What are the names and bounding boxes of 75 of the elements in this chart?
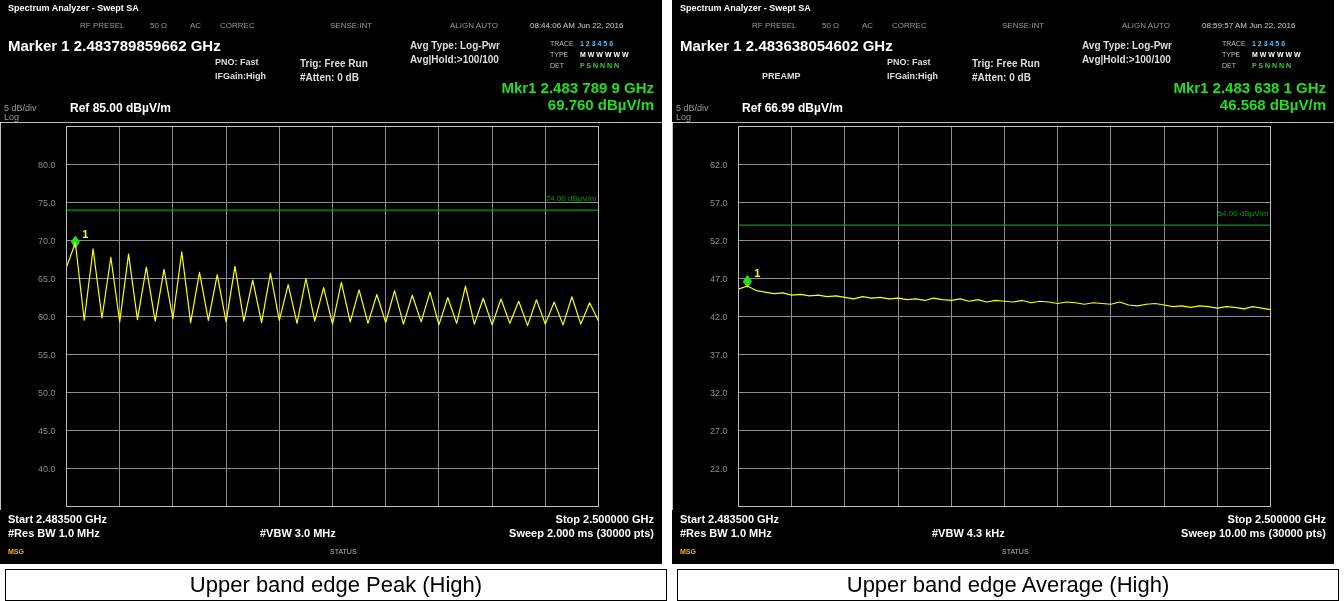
text: RF PRESEL [80, 21, 125, 31]
text: 08:59:57 AM Jun 22, 2016 [1202, 21, 1296, 31]
text: PNO: Fast [215, 57, 259, 68]
y-tick-label: 27.0 [709, 425, 728, 436]
text: Sweep 10.00 ms (30000 pts) [1181, 527, 1326, 540]
text: AC [862, 21, 874, 31]
text: Avg Type: Log-Pwr [1082, 40, 1172, 51]
text: Stop 2.500000 GHz [555, 513, 654, 526]
text: Upper band edge Average (High) [846, 571, 1170, 599]
text: IFGain:High [887, 71, 938, 82]
text: 5 dB/div [676, 103, 709, 114]
text: 08:44:06 AM Jun 22, 2016 [530, 21, 624, 31]
text: CORREC [892, 21, 927, 31]
text: Avg|Hold:>100/100 [1082, 54, 1171, 65]
text: Ref 85.00 dBµV/m [70, 101, 171, 116]
text: Avg Type: Log-Pwr [410, 40, 500, 51]
y-tick-label: 75.0 [37, 197, 56, 208]
text: Spectrum Analyzer - Swept SA [8, 3, 139, 14]
y-tick-label: 47.0 [709, 273, 728, 284]
text: Mkr1 2.483 789 9 GHz [501, 79, 654, 97]
text: #Res BW 1.0 MHz [8, 527, 100, 540]
y-tick-label: 80.0 [37, 159, 56, 170]
text: Marker 1 2.483638054602 GHz [680, 37, 893, 55]
text: RF PRESEL [752, 21, 797, 31]
y-tick-label: 57.0 [709, 197, 728, 208]
text: AC [190, 21, 202, 31]
ref-line-label: 54.00 dBµV/m [1217, 209, 1269, 219]
text: #VBW 4.3 kHz [932, 527, 1005, 540]
text: 50 Ω [822, 21, 840, 31]
text: ALIGN AUTO [450, 21, 498, 31]
text: 50 Ω [150, 21, 168, 31]
text: Trig: Free Run [300, 58, 368, 69]
text: PNO: Fast [887, 57, 931, 68]
text: Marker 1 2.483789859662 GHz [8, 37, 221, 55]
y-tick-label: 55.0 [37, 349, 56, 360]
text: Log [676, 112, 692, 123]
y-tick-label: 70.0 [37, 235, 56, 246]
text: Trig: Free Run [972, 58, 1040, 69]
text: ALIGN AUTO [1122, 21, 1170, 31]
y-tick-label: 37.0 [709, 349, 728, 360]
text: Start 2.483500 GHz [680, 513, 780, 526]
y-tick-label: 50.0 [37, 387, 56, 398]
text: IFGain:High [215, 71, 266, 82]
y-tick-label: 60.0 [37, 311, 56, 322]
text: SENSE:INT [330, 21, 373, 31]
text: PREAMP [762, 71, 801, 82]
text: Spectrum Analyzer - Swept SA [680, 3, 811, 14]
text: Start 2.483500 GHz [8, 513, 108, 526]
text: 5 dB/div [4, 103, 37, 114]
text: Upper band edge Peak (High) [189, 571, 483, 599]
text: Sweep 2.000 ms (30000 pts) [509, 527, 654, 540]
text: Avg|Hold:>100/100 [410, 54, 499, 65]
ref-line-label: 74.00 dBµV/m [545, 194, 597, 204]
text: Stop 2.500000 GHz [1227, 513, 1326, 526]
text: #Atten: 0 dB [300, 72, 359, 83]
text: CORREC [220, 21, 255, 31]
y-tick-label: 22.0 [709, 463, 728, 474]
y-tick-label: 62.0 [709, 159, 728, 170]
text: 46.568 dBµV/m [1219, 96, 1326, 114]
y-tick-label: 52.0 [709, 235, 728, 246]
y-tick-label: 42.0 [709, 311, 728, 322]
text: Log [4, 112, 20, 123]
series-label: 1 [754, 267, 761, 280]
text: #Res BW 1.0 MHz [680, 527, 772, 540]
text: SENSE:INT [1002, 21, 1045, 31]
text: #Atten: 0 dB [972, 72, 1031, 83]
text: #VBW 3.0 MHz [260, 527, 336, 540]
text: Ref 66.99 dBµV/m [742, 101, 843, 116]
y-tick-label: 32.0 [709, 387, 728, 398]
y-tick-label: 40.0 [37, 463, 56, 474]
y-tick-label: 45.0 [37, 425, 56, 436]
y-tick-label: 65.0 [37, 273, 56, 284]
text: Mkr1 2.483 638 1 GHz [1173, 79, 1326, 97]
text: 69.760 dBµV/m [547, 96, 654, 114]
series-label: 1 [82, 228, 89, 241]
